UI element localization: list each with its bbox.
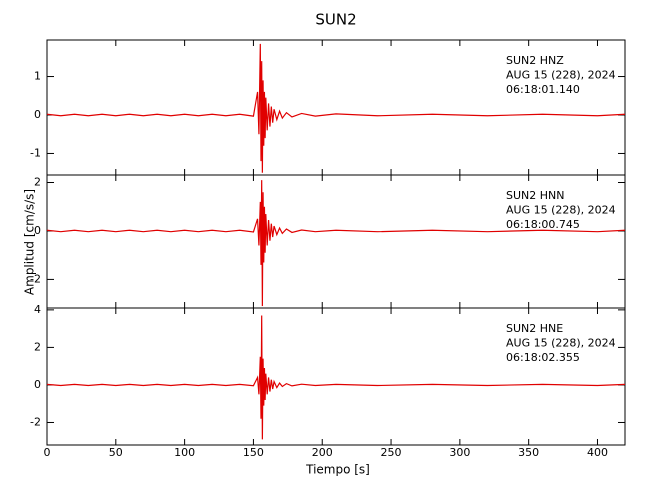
chart-title: SUN2 — [315, 11, 356, 29]
annotation: AUG 15 (228), 2024 — [506, 337, 616, 350]
annotation: AUG 15 (228), 2024 — [506, 204, 616, 217]
waveform — [46, 315, 626, 440]
waveform — [46, 43, 626, 173]
x-tick-label: 300 — [449, 446, 470, 459]
annotation: SUN2 HNN — [506, 189, 565, 202]
annotation: 06:18:01.140 — [506, 83, 580, 96]
x-tick-label: 200 — [312, 446, 333, 459]
y-tick-label: -2 — [30, 415, 41, 428]
x-tick-label: 350 — [518, 446, 539, 459]
y-tick-label: -2 — [30, 272, 41, 285]
annotation: SUN2 HNE — [506, 322, 563, 335]
annotation: 06:18:00.745 — [506, 218, 580, 231]
x-tick-label: 400 — [587, 446, 608, 459]
y-tick-label: 0 — [34, 378, 41, 391]
y-tick-label: -1 — [30, 146, 41, 159]
y-tick-label: 2 — [34, 176, 41, 189]
x-tick-label: 50 — [109, 446, 123, 459]
waveform — [46, 180, 626, 307]
panel-frame — [46, 307, 626, 446]
annotation: AUG 15 (228), 2024 — [506, 69, 616, 82]
x-tick-label: 100 — [174, 446, 195, 459]
y-tick-label: 0 — [34, 108, 41, 121]
x-axis-label: Tiempo [s] — [305, 463, 370, 477]
x-tick-label: 250 — [381, 446, 402, 459]
annotation: 06:18:02.355 — [506, 351, 580, 364]
y-tick-label: 2 — [34, 340, 41, 353]
x-tick-label: 0 — [44, 446, 51, 459]
annotation: SUN2 HNZ — [506, 54, 564, 67]
y-tick-label: 1 — [34, 70, 41, 83]
y-tick-label: 4 — [34, 303, 41, 316]
y-tick-label: 0 — [34, 224, 41, 237]
x-tick-label: 150 — [243, 446, 264, 459]
y-axis-label: Amplitud [cm/s/s] — [23, 189, 37, 295]
